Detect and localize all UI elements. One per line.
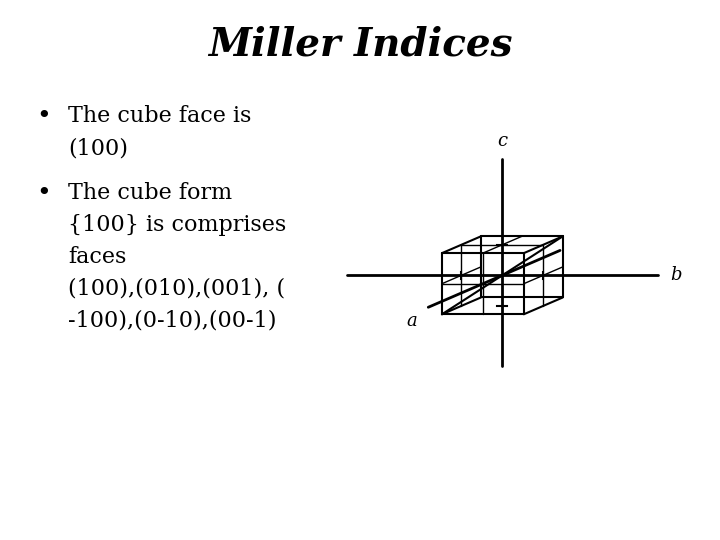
Text: b: b — [670, 266, 682, 285]
Text: -100),(0-10),(00-1): -100),(0-10),(00-1) — [68, 310, 276, 332]
Text: (100): (100) — [68, 137, 128, 159]
Text: c: c — [498, 132, 508, 150]
Text: a: a — [407, 312, 418, 329]
Text: The cube face is: The cube face is — [68, 105, 251, 127]
Text: •: • — [36, 105, 51, 128]
Text: faces: faces — [68, 246, 127, 268]
Text: (100),(010),(001), (: (100),(010),(001), ( — [68, 278, 285, 300]
Text: Miller Indices: Miller Indices — [208, 25, 512, 63]
Text: •: • — [36, 183, 51, 205]
Text: {100} is comprises: {100} is comprises — [68, 214, 287, 236]
Text: The cube form: The cube form — [68, 183, 233, 204]
